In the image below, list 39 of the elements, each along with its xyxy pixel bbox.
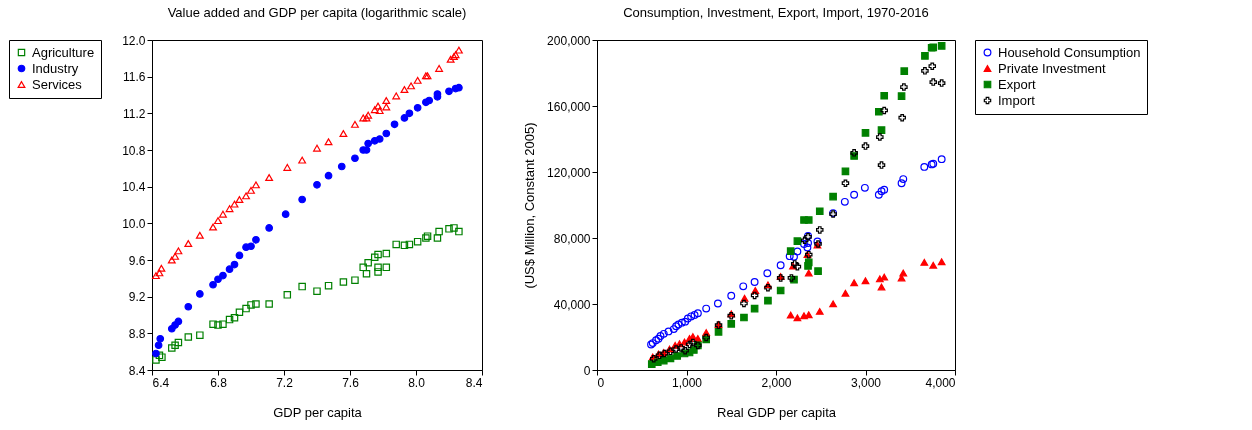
chart-title: Value added and GDP per capita (logarithmic scale): [167, 5, 467, 20]
chart-title: Consumption, Investment, Export, Import, 1970-2016: [623, 5, 929, 20]
x-tick-label: 8.4: [465, 375, 483, 390]
x-tick-label: 6.4: [152, 375, 170, 390]
x-tick-label: 4,000: [925, 375, 956, 390]
legend-label: Industry: [32, 60, 79, 76]
y-tick-label: 8.8: [128, 326, 146, 341]
y-tick-label: 10.8: [122, 143, 146, 158]
legend-label: Household Consumption: [998, 44, 1141, 60]
legend-label: Private Investment: [998, 60, 1107, 76]
x-tick-label: 1,000: [671, 375, 703, 390]
y-tick-label: 80,000: [553, 231, 591, 246]
x-axis-title: Real GDP per capita: [717, 404, 837, 420]
legend-label: Agriculture: [32, 44, 95, 60]
y-tick-label: 120,000: [547, 165, 591, 180]
y-tick-label: 8.4: [128, 363, 146, 378]
y-tick-label: 0: [583, 363, 591, 378]
y-tick-label: 10.0: [122, 216, 146, 231]
y-tick-label: 11.2: [123, 106, 146, 121]
x-tick-label: 2,000: [761, 375, 792, 390]
x-axis-title: GDP per capita: [273, 404, 363, 420]
legend-label: Import: [998, 92, 1036, 108]
x-tick-label: 6.8: [210, 375, 228, 390]
y-tick-label: 10.4: [122, 180, 146, 195]
legend-label: Services: [32, 76, 83, 92]
y-tick-label: 9.6: [128, 253, 146, 268]
y-axis-title: (US$ Million, Constant 2005): [522, 122, 538, 289]
y-tick-label: 40,000: [553, 297, 591, 312]
x-tick-label: 7.6: [342, 375, 360, 390]
x-tick-label: 3,000: [850, 375, 882, 390]
x-tick-label: 7.2: [276, 375, 294, 390]
legend-label: Export: [998, 76, 1036, 92]
y-tick-label: 12.0: [122, 33, 146, 48]
x-tick-label: 0: [597, 375, 605, 390]
y-tick-label: 11.6: [123, 70, 146, 85]
x-tick-label: 8.0: [408, 375, 426, 390]
y-tick-label: 160,000: [547, 99, 591, 114]
y-tick-label: 200,000: [547, 33, 591, 48]
y-tick-label: 9.2: [128, 290, 146, 305]
